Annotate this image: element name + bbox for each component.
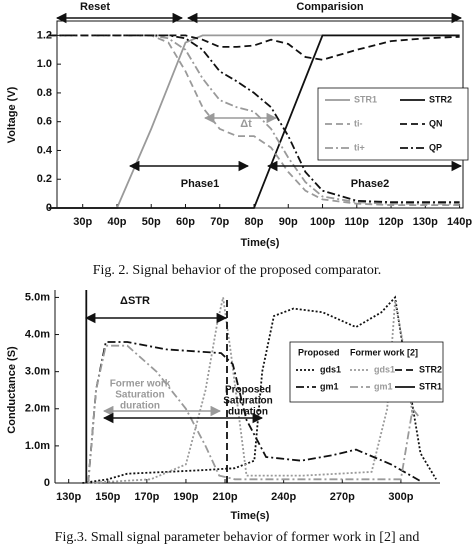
y-axis-title: Voltage (V)	[6, 86, 18, 143]
y-tick-label: 0.8	[37, 87, 52, 99]
y-tick-label: 0	[44, 477, 50, 489]
x-tick-label: 130p	[413, 216, 438, 228]
caption: Fig.3. Small signal parameter behavior o…	[55, 530, 420, 545]
y-tick-label: 0.6	[37, 116, 52, 128]
series-line	[48, 34, 460, 204]
y-tick-label: 5.0m	[25, 291, 50, 303]
legend-label: gm1	[374, 381, 393, 391]
annotation: ΔSTR	[120, 295, 150, 307]
annotation: Comparision	[296, 1, 364, 13]
x-tick-label: 150p	[95, 491, 120, 503]
annotation: Phase2	[351, 178, 390, 190]
x-tick-label: 80p	[245, 216, 264, 228]
legend-box	[289, 341, 444, 403]
annotation: duration	[120, 401, 160, 412]
annotation: Saturation	[223, 396, 272, 407]
y-axis-title: Conductance (S)	[6, 346, 18, 434]
x-tick-label: 270p	[330, 491, 355, 503]
x-tick-label: 40p	[107, 216, 126, 228]
y-tick-label: 3.0m	[25, 366, 50, 378]
x-tick-label: 30p	[73, 216, 92, 228]
annotation: Phase1	[181, 178, 220, 190]
legend-heading: Proposed	[298, 347, 340, 357]
legend-label: QP	[429, 142, 442, 152]
y-tick-label: 0.4	[37, 144, 53, 156]
legend-label: STR1	[354, 94, 377, 104]
chart: 0 1.0m 2.0m 3.0m 4.0m 5.0m 130p 150p 170p 190p 210…	[6, 290, 444, 545]
x-tick-label: 60p	[176, 216, 195, 228]
annotation: Former work	[110, 379, 171, 390]
series-line	[87, 341, 421, 484]
series-line	[82, 295, 437, 484]
annotation: Reset	[80, 1, 110, 13]
x-tick-label: 170p	[134, 491, 159, 503]
legend-label: STR2	[419, 364, 442, 374]
annotation: Δt	[240, 118, 252, 130]
x-axis-title: Time(s)	[241, 237, 280, 249]
x-tick-label: 210p	[212, 491, 237, 503]
legend-label: gds1	[320, 364, 341, 374]
y-tick-label: 4.0m	[25, 328, 50, 340]
series-line	[88, 297, 414, 484]
legend-label: ti+	[354, 142, 365, 152]
y-tick-label: 2.0m	[25, 403, 50, 415]
annotation: Proposed	[225, 385, 271, 396]
legend-label: ti-	[354, 118, 363, 128]
annotation: duration	[228, 407, 268, 418]
x-tick-label: 100p	[310, 216, 335, 228]
legend-label: STR2	[429, 94, 452, 104]
series-line	[48, 34, 460, 61]
x-tick-label: 110p	[345, 216, 370, 228]
x-tick-label: 50p	[142, 216, 161, 228]
caption: Fig. 2. Signal behavior of the proposed …	[93, 263, 382, 278]
series-line	[48, 34, 460, 209]
series-line	[87, 344, 420, 484]
legend-label: gds1	[374, 364, 395, 374]
x-tick-label: 130p	[56, 491, 81, 503]
annotation: Saturation	[115, 390, 164, 401]
legend-label: gm1	[320, 381, 339, 391]
y-tick-label: 0.2	[37, 173, 52, 185]
x-tick-label: 190p	[173, 491, 198, 503]
y-tick-label: 1.2	[37, 29, 52, 41]
x-tick-label: 300p	[388, 491, 413, 503]
legend-label: QN	[429, 118, 443, 128]
x-tick-label: 70p	[210, 216, 229, 228]
x-tick-label: 240p	[271, 491, 296, 503]
legend-heading: Former work [2]	[350, 347, 418, 357]
legend-label: STR1	[419, 381, 442, 391]
x-tick-label: 120p	[379, 216, 404, 228]
x-tick-label: 90p	[279, 216, 298, 228]
y-tick-label: 1.0m	[25, 440, 50, 452]
x-axis-title: Time(s)	[231, 510, 270, 522]
x-tick-label: 140p	[447, 216, 472, 228]
y-tick-label: 1.0	[37, 58, 52, 70]
